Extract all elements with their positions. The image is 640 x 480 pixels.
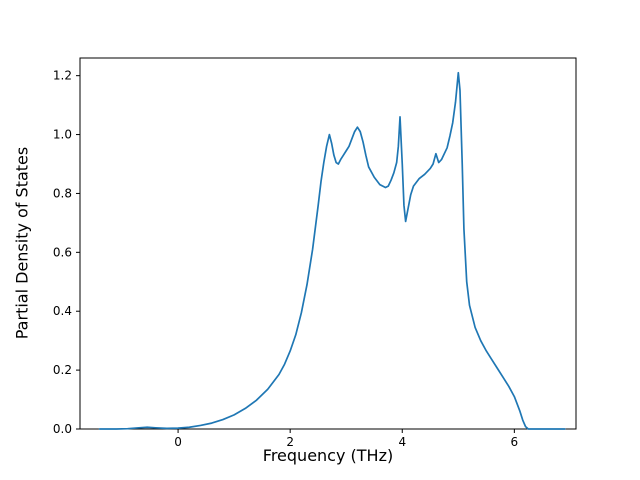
x-tick-label: 0 [174,435,182,449]
x-axis-label: Frequency (THz) [262,446,394,465]
y-tick-label: 0.4 [53,304,72,318]
y-tick-label: 0.0 [53,422,72,436]
axes-spines [79,57,577,430]
y-axis-label: Partial Density of States [12,146,32,340]
x-tick-label: 4 [398,435,406,449]
pdos-line [98,71,566,430]
y-tick-label: 1.2 [53,69,72,83]
y-tick-label: 0.8 [53,186,72,200]
y-tick-label: 1.0 [53,128,72,142]
x-tick-label: 2 [286,435,294,449]
y-tick-label: 0.6 [53,245,72,259]
x-tick-label: 6 [511,435,519,449]
y-tick-label: 0.2 [53,363,72,377]
